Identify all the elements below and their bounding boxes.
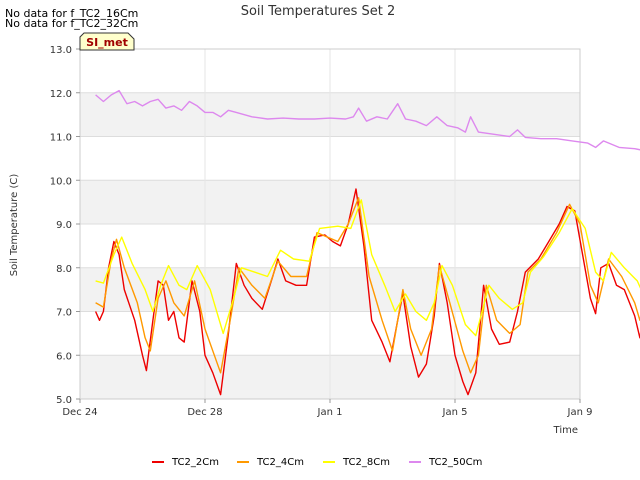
site-badge: SI_met <box>79 32 135 51</box>
y-axis-label: Soil Temperature (C) <box>9 174 20 277</box>
x-tick-label: Dec 28 <box>187 407 222 418</box>
y-tick-label: 9.0 <box>56 220 72 231</box>
y-tick-label: 6.0 <box>56 351 72 362</box>
legend-label: TC2_50Cm <box>428 457 482 468</box>
legend-label: TC2_2Cm <box>171 457 219 468</box>
legend-label: TC2_4Cm <box>256 457 304 468</box>
x-tick-label: Jan 1 <box>317 407 343 418</box>
x-axis-ticks: Dec 24 Dec 28 Jan 1 Jan 5 Jan 9 <box>62 399 592 418</box>
y-tick-label: 12.0 <box>50 89 72 100</box>
y-tick-label: 10.0 <box>50 176 72 187</box>
y-tick-label: 5.0 <box>56 395 72 406</box>
no-data-notice-16cm: No data for f_TC2_16Cm <box>5 7 139 20</box>
no-data-notice-32cm: No data for f_TC2_32Cm <box>5 17 139 30</box>
x-tick-label: Jan 5 <box>442 407 468 418</box>
legend: TC2_2Cm TC2_4Cm TC2_8Cm TC2_50Cm <box>152 457 482 468</box>
chart-title: Soil Temperatures Set 2 <box>241 4 396 19</box>
y-tick-label: 8.0 <box>56 264 72 275</box>
x-axis-label: Time <box>553 425 578 436</box>
site-badge-label: SI_met <box>86 36 128 49</box>
legend-label: TC2_8Cm <box>342 457 390 468</box>
x-tick-label: Jan 9 <box>567 407 593 418</box>
x-tick-label: Dec 24 <box>62 407 97 418</box>
series-line-tc2-8cm <box>95 199 640 337</box>
y-tick-label: 13.0 <box>50 45 72 56</box>
series-line-tc2-50cm <box>95 89 640 151</box>
series-lines <box>94 89 640 396</box>
series-line-tc2-4cm <box>95 197 640 374</box>
y-axis-ticks: 5.0 6.0 7.0 8.0 9.0 10.0 11.0 12.0 13.0 <box>50 45 80 406</box>
y-tick-label: 7.0 <box>56 308 72 319</box>
y-tick-label: 11.0 <box>50 133 72 144</box>
